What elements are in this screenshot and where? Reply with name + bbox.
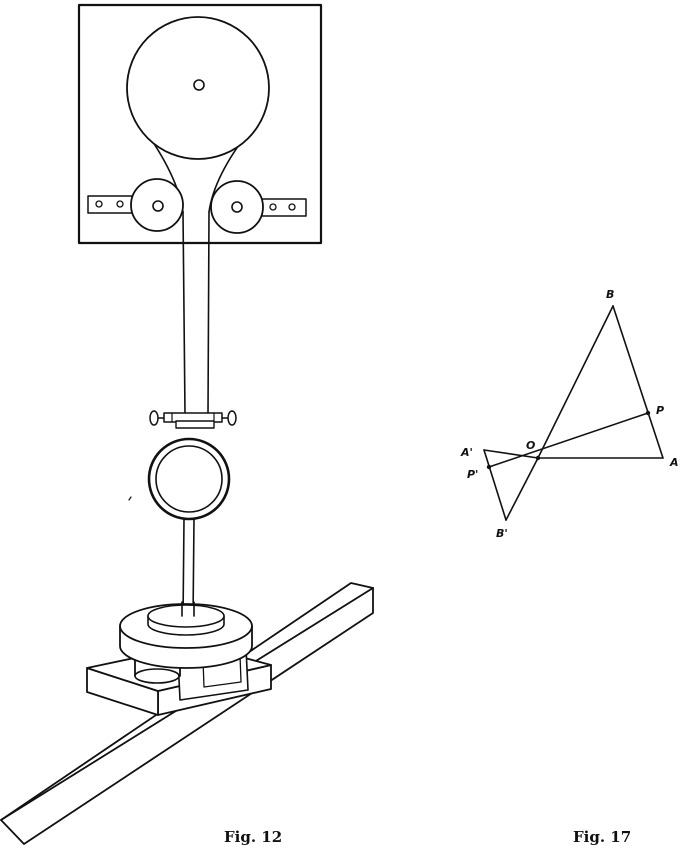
label-B-prime: B' xyxy=(496,527,508,540)
line-P-P-prime xyxy=(488,412,649,468)
optical-bench-rail xyxy=(0,582,374,845)
label-B: B xyxy=(606,288,614,301)
left-roller-axle xyxy=(152,200,164,212)
segment-O-B-prime xyxy=(505,457,539,521)
left-strip-screw-1 xyxy=(95,200,103,208)
left-thumb-screw xyxy=(149,410,159,426)
large-disc-axle xyxy=(193,79,205,91)
rod-clamp xyxy=(149,410,237,429)
segment-OB xyxy=(537,305,614,459)
point-P-prime xyxy=(486,464,492,470)
label-P-prime: P' xyxy=(467,468,478,481)
turntable-base xyxy=(119,601,253,669)
segment-A-prime-O xyxy=(483,449,539,459)
geometry-caption: Fig. 17 xyxy=(573,828,631,846)
segment-BA xyxy=(612,305,664,459)
right-strip-screw-1 xyxy=(269,203,277,211)
lens-ring-outer xyxy=(147,437,231,521)
label-A-prime: A' xyxy=(460,446,473,459)
label-O: O xyxy=(526,439,535,452)
geometry-figure: B P O A A' P' B' Fig. 17 xyxy=(460,288,679,846)
left-strip-screw-2 xyxy=(116,200,124,208)
right-roller-axle xyxy=(231,201,243,213)
stray-mark xyxy=(128,496,132,501)
right-mount-strip xyxy=(261,198,307,217)
point-P xyxy=(645,410,651,416)
lens-ring-inner xyxy=(155,445,223,513)
vertical-rod xyxy=(182,211,210,415)
segment-A-prime-B-prime xyxy=(483,449,507,521)
point-O xyxy=(535,455,541,461)
apparatus-figure: Fig. 12 xyxy=(0,3,374,846)
label-A: A xyxy=(669,456,679,469)
label-P: P xyxy=(656,404,664,417)
left-mount-strip xyxy=(87,195,133,214)
apparatus-caption: Fig. 12 xyxy=(224,828,282,846)
right-strip-screw-2 xyxy=(288,203,296,211)
right-thumb-screw xyxy=(227,410,237,426)
